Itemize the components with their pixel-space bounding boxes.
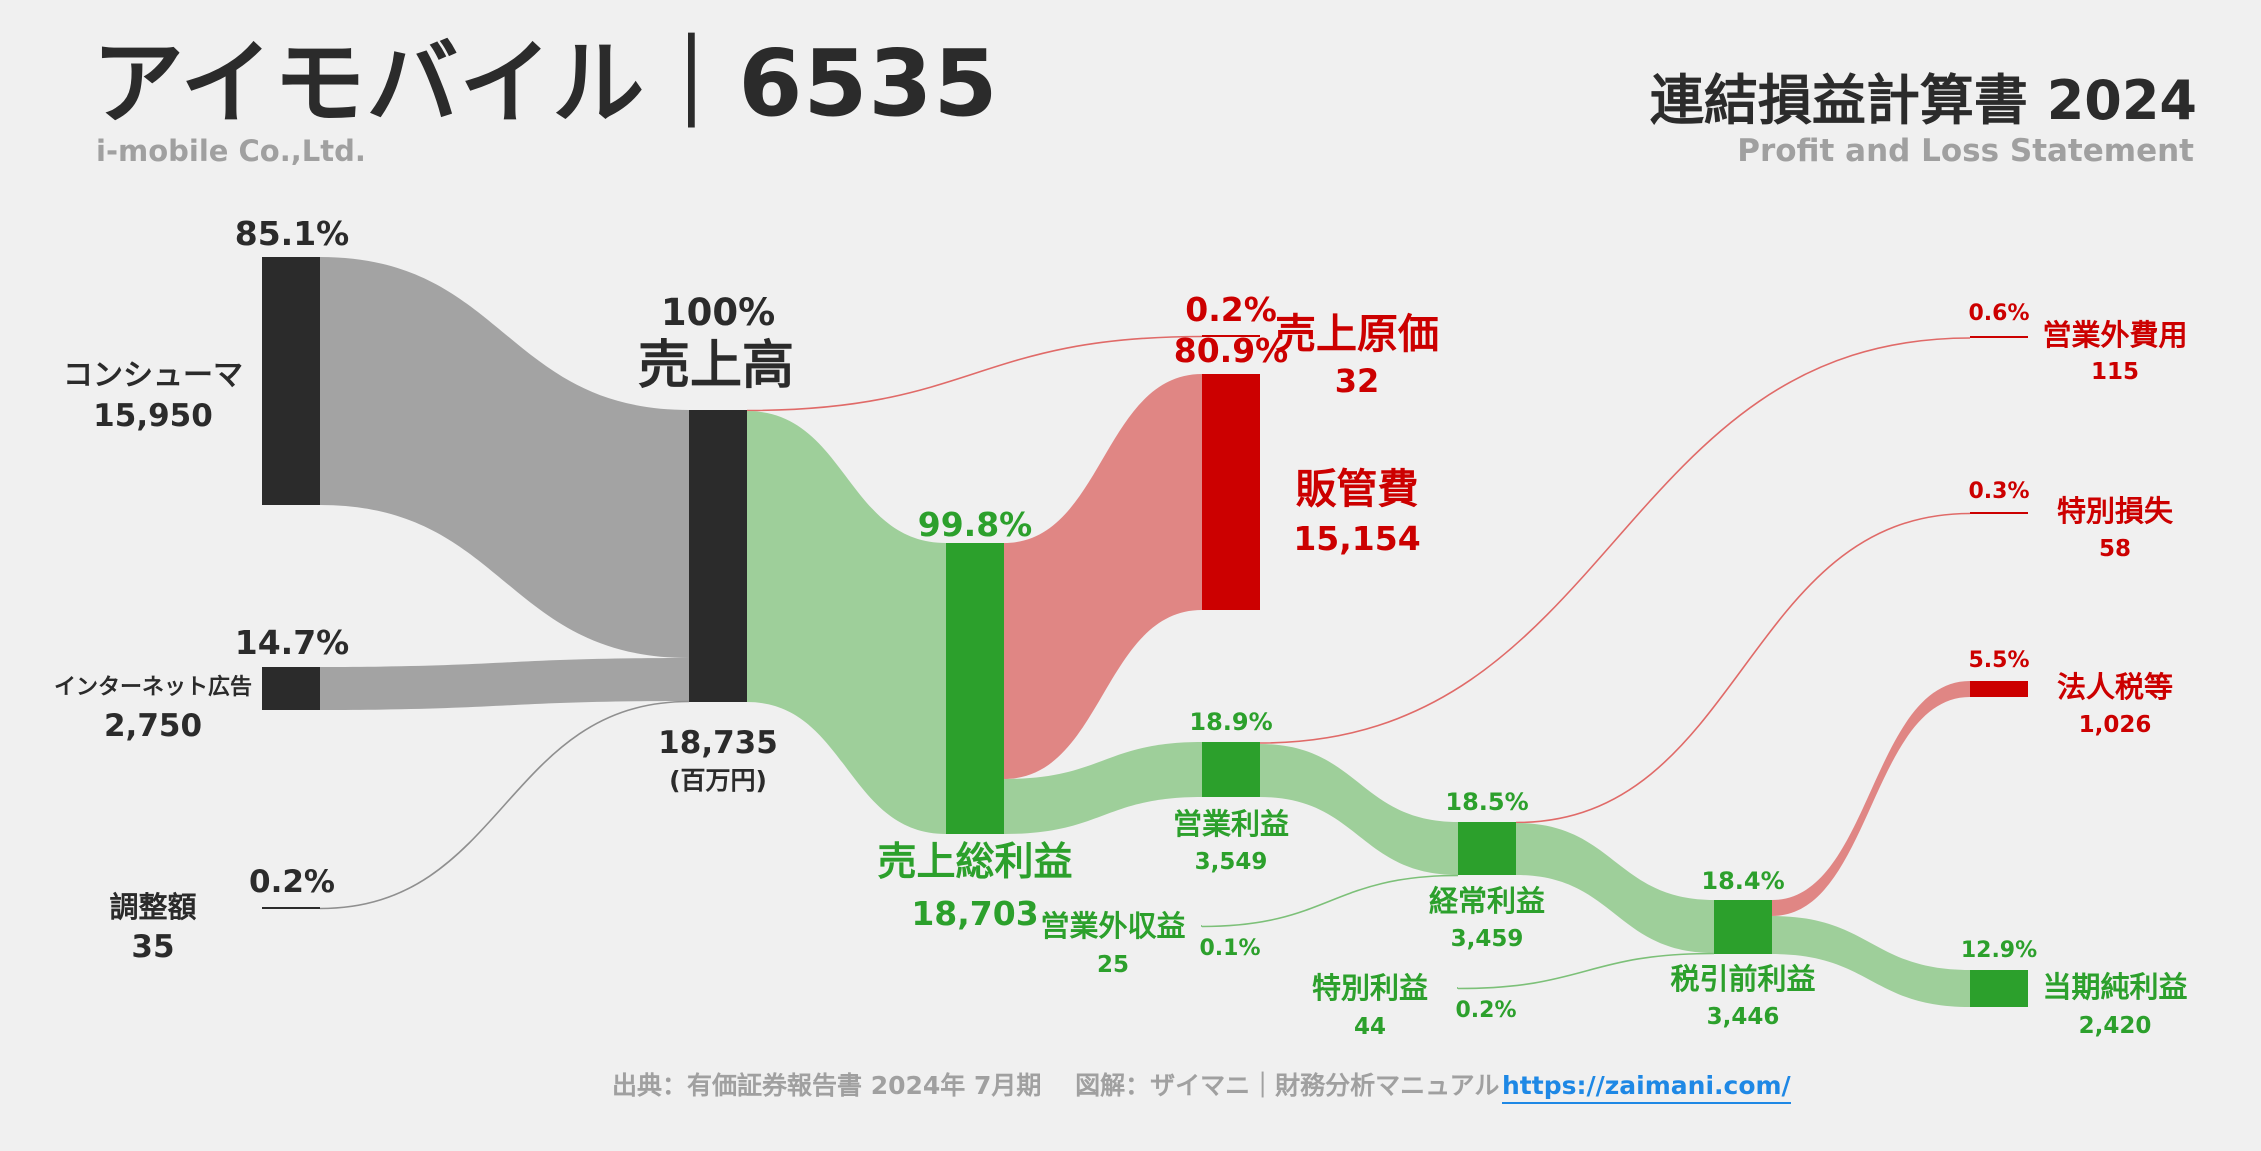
- special-gain-value-label: 44: [1353, 1014, 1387, 1040]
- tax-name-label: 法人税等: [2056, 670, 2174, 704]
- net-profit-value-label: 2,420: [2078, 1013, 2152, 1039]
- internet-ad-name-label: インターネット広告: [53, 675, 253, 700]
- flow-operating-profit-to-non-op-expense: [1259, 337, 1971, 744]
- flow-operating-profit-to-ordinary-profit: [1260, 744, 1458, 875]
- cogs-pct-label: 0.2%: [1185, 290, 1277, 329]
- internet-ad-pct-label: 14.7%: [234, 623, 350, 662]
- flow-internet-ad-to-revenue: [320, 658, 689, 710]
- flow-pretax-profit-to-net-profit: [1772, 916, 1970, 1007]
- node-revenue: [689, 410, 747, 702]
- source-footer: 出典：有価証券報告書 2024年 7月期 図解：ザイマニ｜財務分析マニュアル: [612, 1071, 1500, 1100]
- node-tax: [1970, 681, 2028, 697]
- ordinary-profit-name-label: 経常利益: [1428, 884, 1546, 918]
- gross-profit-name-label: 売上総利益: [877, 840, 1073, 885]
- flow-ordinary-profit-to-pretax-profit: [1516, 823, 1714, 953]
- flow-revenue-to-cogs: [746, 335, 1203, 412]
- company-english-name: i-mobile Co.,Ltd.: [96, 134, 366, 168]
- zaimani-link[interactable]: https://zaimani.com/: [1502, 1073, 1791, 1104]
- unit-label: (百万円): [669, 766, 767, 795]
- company-title: アイモバイル｜6535: [92, 30, 999, 137]
- consumer-value-label: 15,950: [93, 398, 213, 434]
- special-loss-pct-label: 0.3%: [1968, 479, 2030, 504]
- node-gross-profit: [946, 543, 1004, 834]
- revenue-name-label: 売上高: [637, 336, 795, 396]
- consumer-name-label: コンシューマ: [63, 358, 243, 393]
- pretax-profit-pct-label: 18.4%: [1701, 867, 1785, 895]
- consumer-pct-label: 85.1%: [234, 214, 350, 253]
- flow-pretax-profit-to-tax: [1772, 681, 1970, 916]
- flow-revenue-to-gross-profit: [747, 411, 946, 834]
- node-cogs: [1202, 335, 1260, 337]
- internet-ad-value-label: 2,750: [103, 708, 203, 744]
- cogs-value-label: 32: [1334, 362, 1380, 400]
- pretax-profit-value-label: 3,446: [1706, 1004, 1780, 1030]
- node-adjust: [262, 907, 320, 909]
- non-op-expense-value-label: 115: [2090, 359, 2140, 385]
- non-op-income-pct-label: 0.1%: [1199, 936, 1261, 961]
- sga-name-label: 販管費: [1295, 465, 1419, 513]
- flow-gross-profit-to-sga: [1004, 374, 1202, 779]
- flow-non-op-income-to-ordinary-profit: [1201, 874, 1459, 928]
- flow-gross-profit-to-operating-profit: [1004, 742, 1202, 834]
- node-pretax-profit: [1714, 900, 1772, 954]
- non-op-expense-pct-label: 0.6%: [1968, 301, 2030, 326]
- non-op-expense-name-label: 営業外費用: [2042, 318, 2188, 352]
- operating-profit-pct-label: 18.9%: [1189, 708, 1273, 736]
- adjust-value-label: 35: [131, 929, 175, 965]
- non-op-income-name-label: 営業外収益: [1040, 909, 1186, 943]
- flow-special-gain-to-pretax-profit: [1457, 952, 1715, 990]
- special-loss-name-label: 特別損失: [2056, 494, 2174, 528]
- sga-pct-label: 80.9%: [1173, 331, 1289, 370]
- ordinary-profit-value-label: 3,459: [1450, 926, 1524, 952]
- node-internet-ad: [262, 667, 320, 710]
- tax-pct-label: 5.5%: [1968, 648, 2030, 673]
- statement-title: 連結損益計算書 2024: [1649, 69, 2197, 132]
- node-ordinary-profit: [1458, 822, 1516, 875]
- node-special-loss: [1970, 512, 2028, 514]
- special-gain-name-label: 特別利益: [1311, 971, 1429, 1005]
- node-net-profit: [1970, 970, 2028, 1007]
- gross-profit-value-label: 18,703: [911, 894, 1039, 933]
- revenue-pct-label: 100%: [660, 291, 776, 334]
- cogs-name-label: 売上原価: [1275, 310, 1439, 358]
- adjust-name-label: 調整額: [109, 890, 197, 924]
- flow-adjust-to-revenue: [319, 700, 690, 910]
- non-op-income-value-label: 25: [1096, 952, 1130, 978]
- tax-value-label: 1,026: [2078, 712, 2152, 738]
- node-non-op-expense: [1970, 336, 2028, 338]
- net-profit-name-label: 当期純利益: [2042, 970, 2188, 1004]
- flow-consumer-to-revenue: [320, 257, 689, 658]
- node-consumer: [262, 257, 320, 505]
- special-gain-pct-label: 0.2%: [1455, 998, 1517, 1023]
- ordinary-profit-pct-label: 18.5%: [1445, 788, 1529, 816]
- operating-profit-value-label: 3,549: [1194, 849, 1268, 875]
- net-profit-pct-label: 12.9%: [1960, 938, 2038, 963]
- sga-value-label: 15,154: [1293, 519, 1421, 558]
- node-operating-profit: [1202, 742, 1260, 797]
- revenue-value-label: 18,735: [658, 725, 778, 761]
- gross-profit-pct-label: 99.8%: [917, 505, 1033, 544]
- node-sga: [1202, 374, 1260, 610]
- special-loss-value-label: 58: [2098, 536, 2132, 562]
- adjust-pct-label: 0.2%: [249, 864, 335, 900]
- operating-profit-name-label: 営業利益: [1172, 807, 1290, 841]
- pretax-profit-name-label: 税引前利益: [1670, 962, 1816, 996]
- flow-ordinary-profit-to-special-loss: [1515, 512, 1971, 824]
- statement-english-title: Profit and Loss Statement: [1737, 133, 2194, 169]
